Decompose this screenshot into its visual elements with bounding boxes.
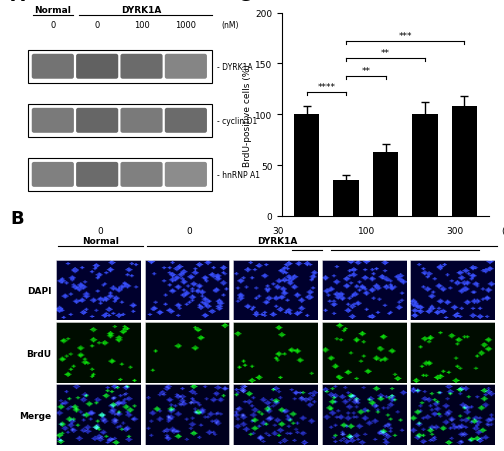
Text: 1000: 1000: [175, 21, 197, 30]
FancyBboxPatch shape: [32, 109, 74, 133]
Y-axis label: BrdU-positive cells (%): BrdU-positive cells (%): [243, 64, 253, 166]
FancyBboxPatch shape: [120, 55, 163, 79]
Text: B: B: [10, 210, 24, 228]
Text: Normal: Normal: [34, 6, 71, 15]
FancyBboxPatch shape: [120, 109, 163, 133]
FancyBboxPatch shape: [32, 55, 74, 79]
Bar: [28, 51, 213, 84]
FancyBboxPatch shape: [165, 109, 207, 133]
Text: (nM): (nM): [501, 226, 504, 235]
FancyBboxPatch shape: [32, 162, 74, 188]
Text: 0: 0: [98, 226, 103, 235]
Text: ****: ****: [318, 83, 335, 92]
FancyBboxPatch shape: [76, 109, 118, 133]
Text: - hnRNP A1: - hnRNP A1: [217, 170, 260, 179]
Bar: [28, 158, 213, 192]
Bar: [412, 115, 438, 216]
Bar: [28, 105, 213, 138]
Bar: [294, 115, 320, 216]
FancyBboxPatch shape: [120, 162, 163, 188]
FancyBboxPatch shape: [76, 162, 118, 188]
Text: 0: 0: [186, 226, 192, 235]
FancyBboxPatch shape: [165, 55, 207, 79]
Text: **: **: [361, 66, 370, 75]
Text: 0: 0: [50, 21, 55, 30]
Bar: [452, 107, 477, 216]
Text: **: **: [381, 49, 390, 58]
Text: DYRK1A: DYRK1A: [258, 236, 298, 245]
Text: Merge: Merge: [19, 411, 51, 420]
Text: DYRK1A: DYRK1A: [121, 6, 162, 15]
Bar: [333, 181, 359, 216]
Text: 100: 100: [134, 21, 149, 30]
Text: 30: 30: [272, 226, 283, 235]
Text: 300: 300: [446, 226, 463, 235]
Text: ***: ***: [399, 32, 412, 41]
Text: - cyclin D1: - cyclin D1: [217, 116, 257, 125]
FancyBboxPatch shape: [76, 55, 118, 79]
Text: BrdU: BrdU: [26, 349, 51, 358]
Text: A: A: [11, 0, 25, 5]
Bar: [373, 152, 398, 216]
Text: - DYRK1A: - DYRK1A: [217, 63, 253, 72]
Text: (nM): (nM): [221, 21, 239, 30]
Text: 100: 100: [357, 226, 375, 235]
FancyBboxPatch shape: [165, 162, 207, 188]
Text: C: C: [237, 0, 250, 5]
Text: Normal: Normal: [82, 236, 119, 245]
Text: DAPI: DAPI: [27, 287, 51, 296]
Text: 0: 0: [95, 21, 100, 30]
